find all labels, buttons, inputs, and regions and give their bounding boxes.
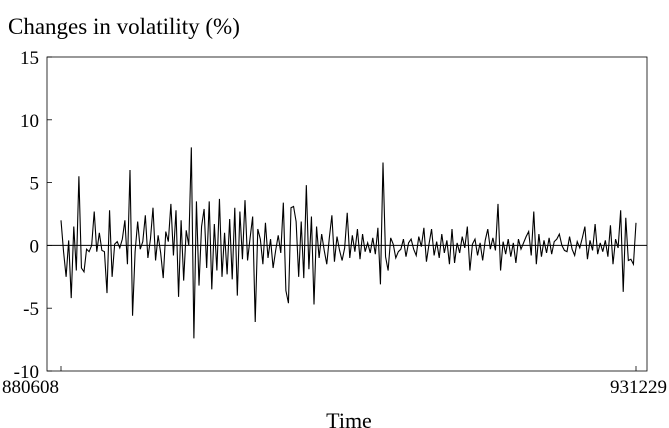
y-axis-ticks — [47, 56, 52, 372]
y-tick-label: -10 — [14, 362, 39, 383]
y-tick-label: -5 — [23, 299, 39, 320]
series-line — [60, 147, 637, 339]
x-tick-label-start: 880608 — [2, 377, 59, 398]
y-tick-label: 10 — [20, 111, 39, 132]
x-tick-label-end: 931229 — [610, 377, 667, 398]
y-tick-label: 0 — [30, 236, 40, 257]
chart-title: Changes in volatility (%) — [8, 14, 240, 39]
y-tick-label: 5 — [30, 174, 40, 195]
x-axis-tick-labels: 880608 931229 — [2, 366, 667, 398]
y-axis-tick-labels: 15 10 5 0 -5 -10 — [14, 48, 39, 383]
x-axis-label: Time — [326, 408, 372, 428]
plot-frame — [46, 56, 648, 372]
y-tick-label: 15 — [20, 48, 39, 69]
